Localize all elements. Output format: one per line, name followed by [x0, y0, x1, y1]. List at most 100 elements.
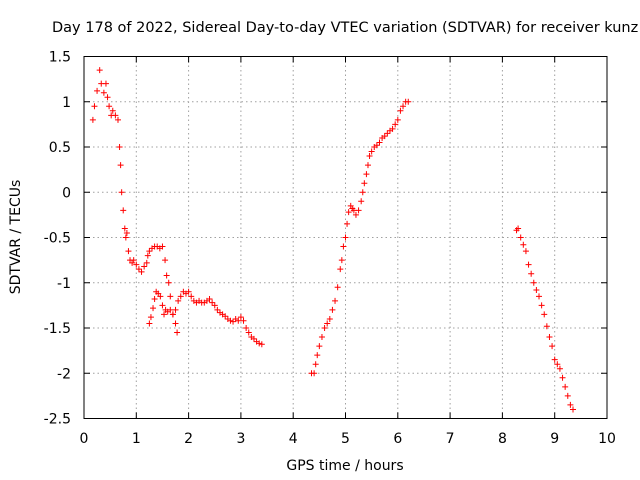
data-point [122, 234, 129, 241]
data-point [316, 343, 323, 350]
data-point [133, 261, 140, 268]
data-point [214, 306, 221, 313]
y-tick-label: -1 [57, 276, 71, 292]
data-point [541, 311, 548, 318]
y-tick-labels: 1.5 1 0.5 0 -0.5 -1 -1.5 -2 -2.5 [44, 50, 71, 428]
data-point [91, 103, 98, 110]
data-point [240, 317, 247, 324]
data-point [525, 261, 532, 268]
data-point [106, 103, 113, 110]
data-point [162, 257, 169, 264]
data-point [324, 320, 331, 327]
data-point [359, 189, 366, 196]
grid [84, 56, 607, 419]
data-point [338, 257, 345, 264]
data-point [384, 130, 391, 137]
data-point [211, 302, 218, 309]
data-point [312, 361, 319, 368]
data-point [121, 225, 128, 232]
data-point [209, 299, 216, 306]
data-point [165, 279, 172, 286]
data-point [161, 311, 168, 318]
data-point [237, 314, 244, 321]
x-tick-label: 8 [498, 431, 507, 447]
x-tick-label: 6 [393, 431, 402, 447]
data-point [227, 317, 234, 324]
data-point [536, 293, 543, 300]
data-point [112, 112, 119, 119]
data-point [159, 302, 166, 309]
data-point [123, 229, 130, 236]
data-point [334, 284, 341, 291]
data-point [363, 171, 370, 178]
data-point [222, 313, 229, 320]
data-point [243, 325, 250, 331]
data-point [104, 94, 111, 101]
data-point [361, 180, 368, 187]
data-point [337, 266, 344, 273]
series-arc-3 [146, 288, 265, 348]
data-point [114, 116, 121, 123]
data-point [554, 361, 561, 368]
data-point [366, 153, 373, 160]
x-tick-label: 3 [236, 431, 245, 447]
data-point [551, 356, 558, 363]
data-point [392, 121, 399, 128]
data-point [146, 248, 153, 255]
data-point [347, 202, 354, 209]
data-point [394, 116, 401, 123]
data-point [318, 334, 325, 341]
data-point [157, 293, 164, 300]
data-point [358, 198, 365, 205]
data-point [163, 272, 170, 279]
data-point [522, 248, 529, 255]
y-tick-label: -0.5 [44, 231, 71, 247]
data-point [321, 325, 328, 331]
data-point [556, 365, 563, 372]
data-point [206, 296, 213, 303]
data-point [570, 406, 577, 413]
data-point [533, 286, 540, 293]
x-tick-label: 2 [184, 431, 193, 447]
data-point [172, 320, 179, 327]
data-point [130, 257, 137, 264]
data-point [185, 288, 192, 295]
x-tick-label: 10 [598, 431, 616, 447]
data-point [311, 370, 318, 377]
x-tick-label: 1 [132, 431, 141, 447]
series-arc-1 [89, 67, 150, 275]
y-tick-label: 0 [62, 185, 71, 201]
x-tick-label: 9 [550, 431, 559, 447]
data-point [326, 315, 333, 322]
data-point [169, 311, 176, 318]
x-tick-label: 4 [289, 431, 298, 447]
chart-title: Day 178 of 2022, Sidereal Day-to-day VTE… [52, 20, 638, 36]
y-axis-label: SDTVAR / TECUs [8, 180, 24, 295]
data-point [135, 266, 142, 273]
data-point [549, 343, 556, 350]
data-point [342, 234, 349, 241]
y-tick-label: -1.5 [44, 321, 71, 337]
data-point [344, 220, 351, 227]
data-point [174, 329, 181, 336]
data-point [172, 306, 179, 313]
y-tick-label: 1 [62, 95, 71, 111]
data-point [94, 87, 101, 94]
data-point [147, 314, 154, 321]
data-point [159, 243, 166, 250]
data-point [530, 279, 537, 286]
data-point [188, 293, 195, 300]
data-point [102, 80, 109, 87]
y-tick-label: -2.5 [44, 412, 71, 428]
data-point [146, 320, 153, 327]
data-point [368, 148, 375, 155]
data-point [567, 401, 574, 408]
data-point [138, 268, 145, 275]
series-arc-5 [513, 225, 577, 413]
data-point [314, 352, 321, 359]
data-point [515, 225, 522, 232]
data-point [258, 341, 265, 348]
x-tick-label: 7 [446, 431, 455, 447]
data-point [345, 209, 352, 216]
data-point [256, 340, 263, 347]
